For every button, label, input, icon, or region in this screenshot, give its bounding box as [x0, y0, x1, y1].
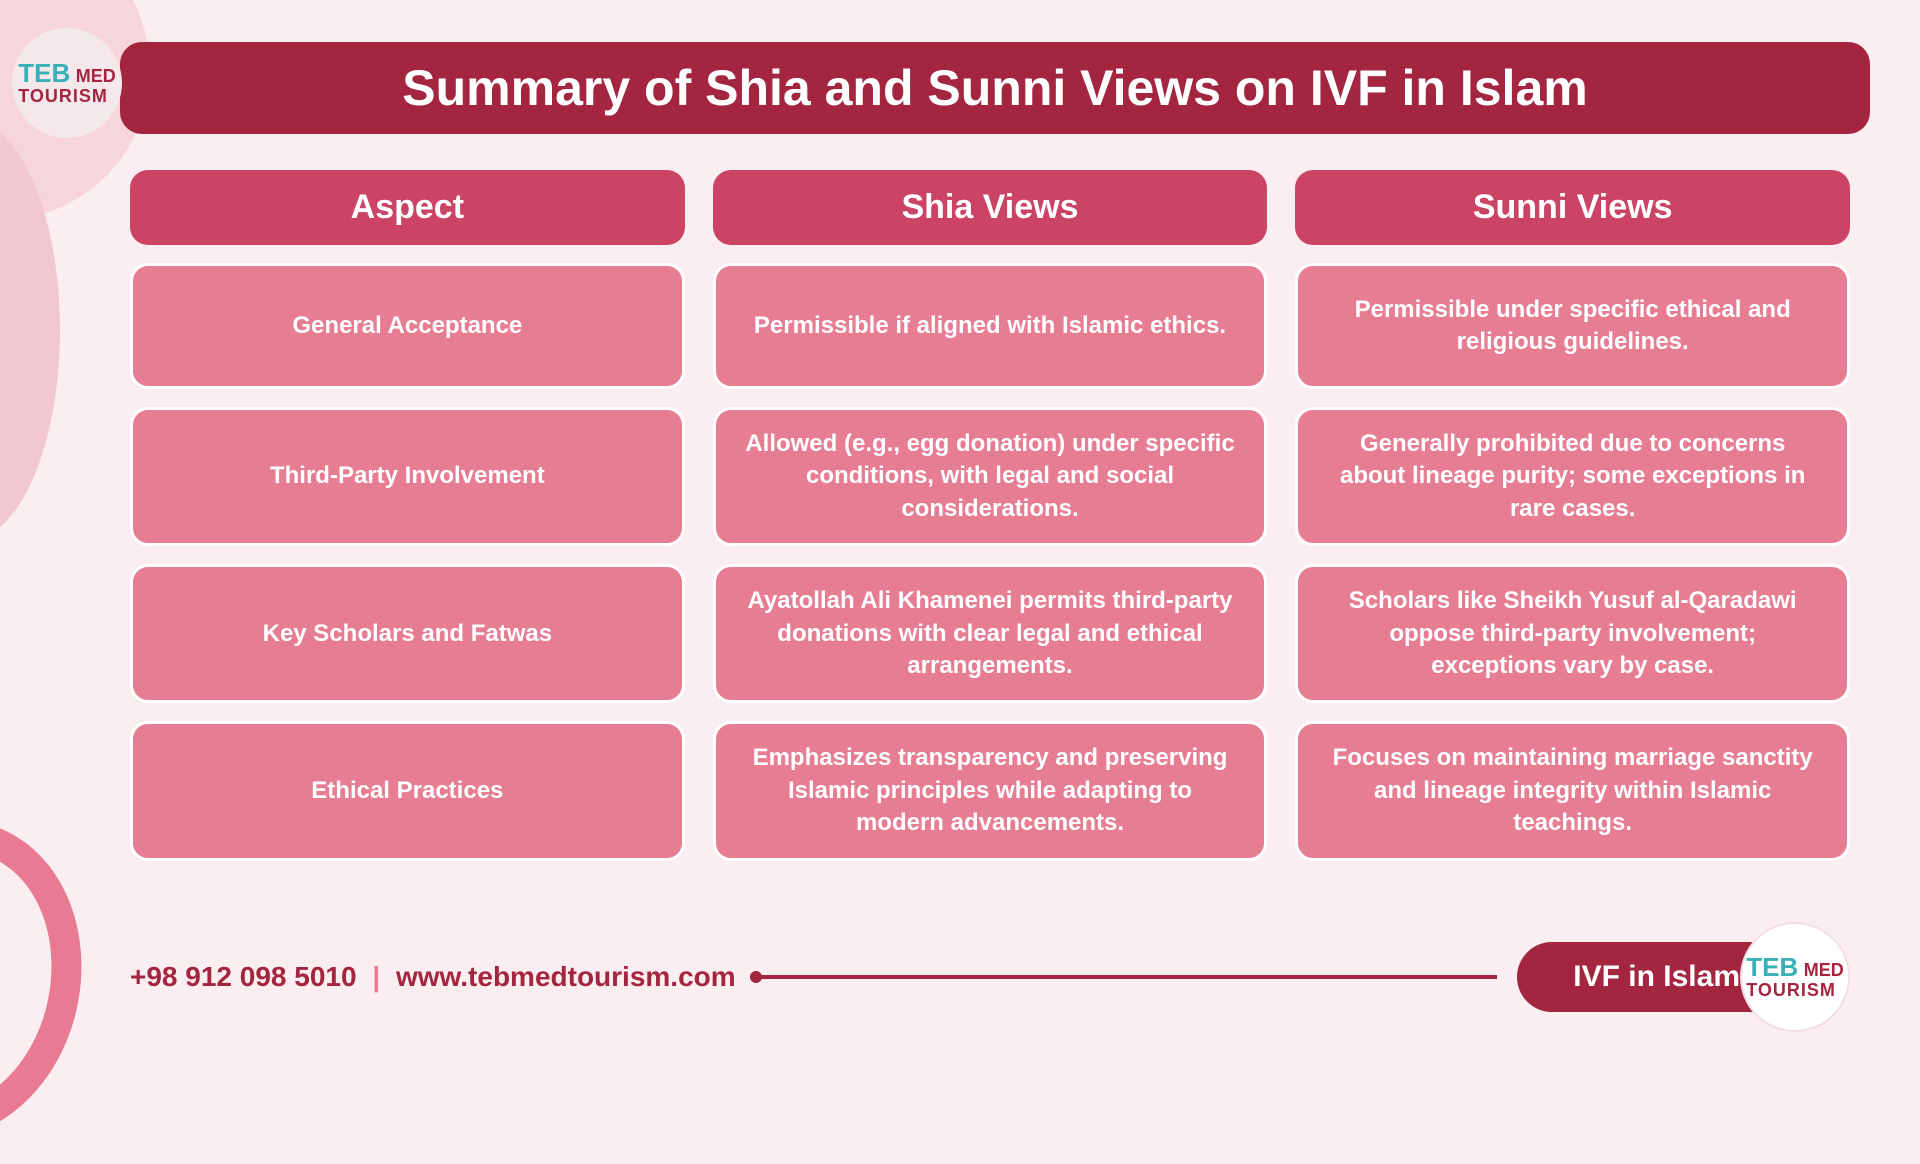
website-url: www.tebmedtourism.com: [396, 961, 736, 992]
logo-text: TEB MED TOURISM: [18, 60, 116, 106]
page-title: Summary of Shia and Sunni Views on IVF i…: [402, 59, 1587, 117]
comparison-table: Aspect Shia Views Sunni Views General Ac…: [130, 170, 1850, 879]
bg-decor-ring: [0, 796, 110, 1163]
table-row: Key Scholars and Fatwas Ayatollah Ali Kh…: [130, 564, 1850, 703]
contact-info: +98 912 098 5010 | www.tebmedtourism.com: [130, 961, 736, 993]
cell-sunni: Permissible under specific ethical and r…: [1295, 263, 1850, 389]
table-row: General Acceptance Permissible if aligne…: [130, 263, 1850, 389]
cell-shia: Permissible if aligned with Islamic ethi…: [713, 263, 1268, 389]
logo-line3: TOURISM: [18, 86, 108, 106]
logo-text: TEB MED TOURISM: [1746, 954, 1844, 1000]
table-row: Third-Party Involvement Allowed (e.g., e…: [130, 407, 1850, 546]
logo-line3: TOURISM: [1746, 980, 1836, 1000]
col-header-aspect: Aspect: [130, 170, 685, 245]
cell-sunni: Generally prohibited due to concerns abo…: [1295, 407, 1850, 546]
cell-aspect: General Acceptance: [130, 263, 685, 389]
separator: |: [372, 961, 380, 992]
cell-shia: Ayatollah Ali Khamenei permits third-par…: [713, 564, 1268, 703]
logo-line1: TEB: [18, 60, 70, 86]
cell-aspect: Key Scholars and Fatwas: [130, 564, 685, 703]
logo-bottom: TEB MED TOURISM: [1740, 922, 1850, 1032]
cell-aspect: Ethical Practices: [130, 721, 685, 860]
cell-shia: Emphasizes transparency and preserving I…: [713, 721, 1268, 860]
cell-sunni: Scholars like Sheikh Yusuf al-Qaradawi o…: [1295, 564, 1850, 703]
title-bar: Summary of Shia and Sunni Views on IVF i…: [120, 42, 1870, 134]
footer: +98 912 098 5010 | www.tebmedtourism.com…: [130, 922, 1850, 1032]
phone-number: +98 912 098 5010: [130, 961, 357, 992]
table-header-row: Aspect Shia Views Sunni Views: [130, 170, 1850, 245]
cell-sunni: Focuses on maintaining marriage sanctity…: [1295, 721, 1850, 860]
logo-line1: TEB: [1746, 954, 1798, 980]
footer-divider: [756, 975, 1498, 979]
col-header-sunni: Sunni Views: [1295, 170, 1850, 245]
logo-top: TEB MED TOURISM: [12, 28, 122, 138]
table-row: Ethical Practices Emphasizes transparenc…: [130, 721, 1850, 860]
col-header-shia: Shia Views: [713, 170, 1268, 245]
logo-line2: MED: [1804, 960, 1844, 980]
cell-shia: Allowed (e.g., egg donation) under speci…: [713, 407, 1268, 546]
cell-aspect: Third-Party Involvement: [130, 407, 685, 546]
logo-line2: MED: [76, 66, 116, 86]
